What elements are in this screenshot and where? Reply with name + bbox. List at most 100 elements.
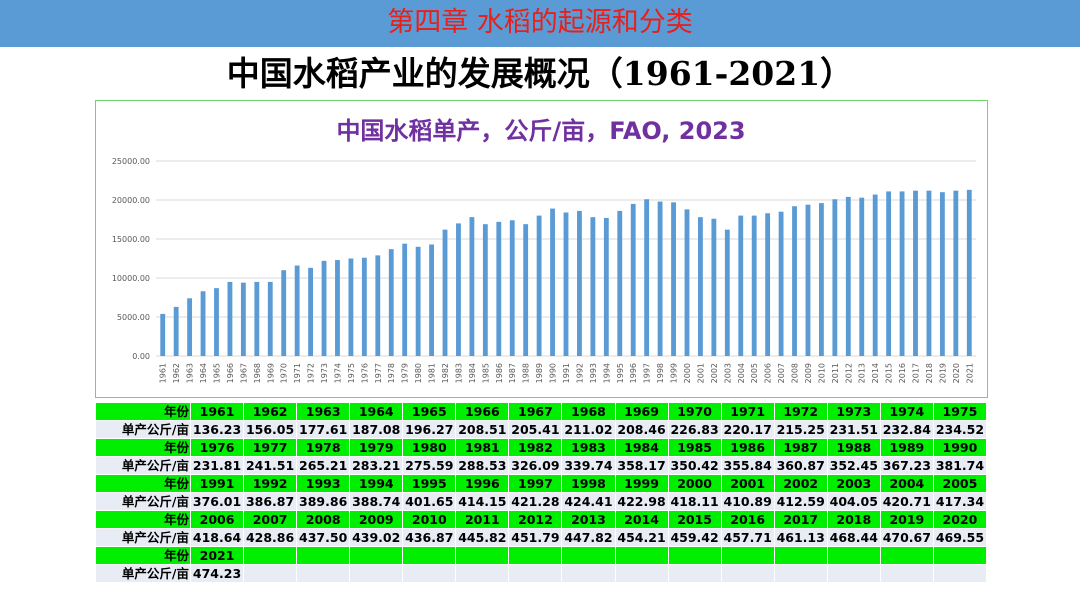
value-cell [720, 564, 775, 583]
x-tick-label: 1977 [374, 363, 383, 383]
value-cell [455, 564, 510, 583]
x-tick-label: 1972 [307, 363, 316, 383]
value-cell: 226.83 [667, 420, 722, 439]
x-tick-label: 1974 [333, 363, 342, 383]
bar-2009 [805, 204, 811, 356]
year-cell: 1987 [773, 438, 828, 457]
year-cell: 1968 [561, 402, 616, 421]
yield-table: 年份 1961 1962 1963 1964 1965 1966 1967 1968 1969 19… [95, 402, 988, 583]
bar-1970 [281, 270, 287, 356]
value-cell [561, 564, 616, 583]
value-row: 单产公斤/亩 474.23 [95, 564, 988, 583]
x-tick-label: 1969 [266, 363, 275, 383]
bar-1979 [402, 243, 408, 356]
year-cell [932, 546, 988, 565]
x-tick-label: 1966 [226, 363, 235, 383]
header-bar [0, 0, 1080, 47]
x-tick-label: 1971 [293, 363, 302, 383]
year-label-cell: 年份 [95, 438, 191, 457]
year-cell: 2020 [932, 510, 988, 529]
x-tick-label: 2017 [912, 363, 921, 383]
year-row: 年份 2006 2007 2008 2009 2010 2011 2012 2013 2014 20… [95, 510, 988, 529]
year-cell: 1979 [349, 438, 404, 457]
value-cell: 404.05 [826, 492, 881, 511]
bar-1984 [469, 217, 475, 356]
value-cell [296, 564, 351, 583]
x-tick-label: 1986 [495, 363, 504, 383]
bar-1988 [523, 224, 529, 356]
x-tick-label: 2013 [858, 363, 867, 383]
year-cell: 2010 [402, 510, 457, 529]
value-cell: 208.46 [614, 420, 669, 439]
bar-1961 [160, 313, 166, 356]
value-cell [667, 564, 722, 583]
value-cell [826, 564, 881, 583]
year-cell: 1966 [455, 402, 510, 421]
value-cell: 367.23 [879, 456, 934, 475]
bar-2015 [886, 191, 892, 356]
x-tick-label: 2011 [831, 363, 840, 383]
year-cell: 2013 [561, 510, 616, 529]
year-row: 年份 1976 1977 1978 1979 1980 1981 1982 1983 1984 19… [95, 438, 988, 457]
value-cell: 418.64 [189, 528, 245, 547]
value-label-cell: 单产公斤/亩 [95, 456, 191, 475]
year-cell: 1982 [508, 438, 563, 457]
bar-1980 [415, 246, 421, 356]
value-cell: 389.86 [296, 492, 351, 511]
bar-1986 [496, 221, 502, 356]
x-tick-label: 2019 [938, 363, 947, 383]
year-cell [879, 546, 934, 565]
bar-2005 [751, 215, 757, 356]
bar-2019 [939, 192, 945, 356]
value-cell: 447.82 [561, 528, 616, 547]
value-cell: 352.45 [826, 456, 881, 475]
value-cell: 215.25 [773, 420, 828, 439]
x-tick-label: 1988 [522, 363, 531, 383]
year-cell: 1965 [402, 402, 457, 421]
value-cell [508, 564, 563, 583]
bar-2014 [872, 194, 878, 356]
yield-table-container: 年份 1961 1962 1963 1964 1965 1966 1967 1968 1969 19… [95, 402, 988, 583]
x-tick-label: 1996 [629, 363, 638, 383]
year-cell: 1970 [667, 402, 722, 421]
x-tick-label: 1987 [508, 363, 517, 383]
x-tick-label: 1984 [468, 363, 477, 383]
x-tick-label: 1990 [549, 363, 558, 383]
bar-1994 [603, 217, 609, 356]
value-cell: 205.41 [508, 420, 563, 439]
x-tick-label: 2002 [710, 363, 719, 383]
value-cell [614, 564, 669, 583]
bar-2006 [765, 213, 771, 356]
x-tick-label: 1994 [602, 363, 611, 383]
bar-1966 [227, 281, 233, 356]
value-cell [349, 564, 404, 583]
x-tick-label: 1975 [347, 363, 356, 383]
year-cell: 1990 [932, 438, 988, 457]
year-cell: 1997 [508, 474, 563, 493]
year-cell [455, 546, 510, 565]
bar-2007 [778, 211, 784, 356]
bar-1990 [550, 208, 555, 356]
value-cell: 401.65 [402, 492, 457, 511]
y-tick-label: 25000.00 [112, 157, 150, 166]
value-cell: 414.15 [455, 492, 510, 511]
page-title: 中国水稻产业的发展概况（1961-2021） [226, 54, 854, 93]
year-cell: 1992 [243, 474, 298, 493]
year-cell: 2007 [243, 510, 298, 529]
year-cell: 1967 [508, 402, 563, 421]
bar-1987 [509, 220, 515, 356]
year-cell: 1962 [243, 402, 298, 421]
x-tick-label: 2006 [764, 363, 773, 383]
year-cell: 1974 [879, 402, 934, 421]
bar-1964 [200, 291, 206, 356]
bar-1998 [657, 201, 663, 356]
year-cell: 1996 [455, 474, 510, 493]
year-cell: 1989 [879, 438, 934, 457]
year-cell [349, 546, 404, 565]
bar-2000 [684, 209, 690, 356]
bar-1974 [335, 260, 340, 356]
bar-2012 [845, 196, 851, 356]
bar-1985 [482, 224, 488, 356]
value-cell: 451.79 [508, 528, 563, 547]
value-cell: 288.53 [455, 456, 510, 475]
